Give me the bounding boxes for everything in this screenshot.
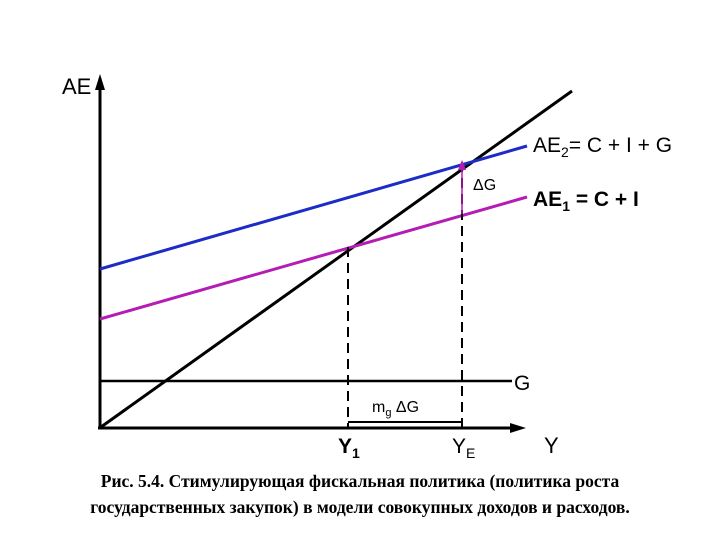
caption-line-2: государственных закупок) в модели совоку…	[90, 497, 630, 517]
y-axis-arrow-icon	[95, 74, 105, 90]
delta-g-arrow-icon	[458, 160, 466, 170]
ae1-label-rest: = C + I	[570, 188, 639, 211]
forty-five-degree-line	[100, 89, 573, 429]
ye-label: YE	[452, 435, 475, 461]
multiplier-label-sub: g	[385, 407, 391, 419]
figure-caption: Рис. 5.4. Стимулирующая фискальная полит…	[0, 468, 720, 520]
ae1-label-main: AE	[533, 188, 562, 211]
multiplier-label: mg ΔG	[372, 399, 419, 419]
caption-line-1: Рис. 5.4. Стимулирующая фискальная полит…	[100, 471, 620, 491]
ae2-line	[99, 144, 528, 271]
y1-label: Y1	[338, 435, 360, 461]
y-axis-label: AE	[62, 74, 91, 99]
multiplier-label-main: m	[372, 399, 385, 416]
y1-label-main: Y	[338, 435, 352, 458]
ye-label-main: Y	[452, 435, 466, 458]
g-label: G	[514, 372, 530, 395]
ae2-label-rest: = C + I + G	[569, 134, 672, 157]
ae2-label-main: AE	[533, 134, 561, 157]
multiplier-label-rest: ΔG	[391, 399, 419, 416]
x-axis-arrow-icon	[510, 423, 526, 433]
ae2-label-sub: 2	[561, 144, 569, 160]
ye-label-sub: E	[466, 445, 475, 461]
y1-label-sub: 1	[352, 445, 360, 461]
ae2-label: AE2= C + I + G	[533, 134, 672, 160]
x-axis-label: Y	[544, 433, 559, 458]
ae1-label: AE1 = C + I	[533, 188, 639, 214]
delta-g-label: ΔG	[473, 177, 496, 194]
ae1-line	[99, 195, 528, 321]
ae1-label-sub: 1	[562, 198, 570, 214]
